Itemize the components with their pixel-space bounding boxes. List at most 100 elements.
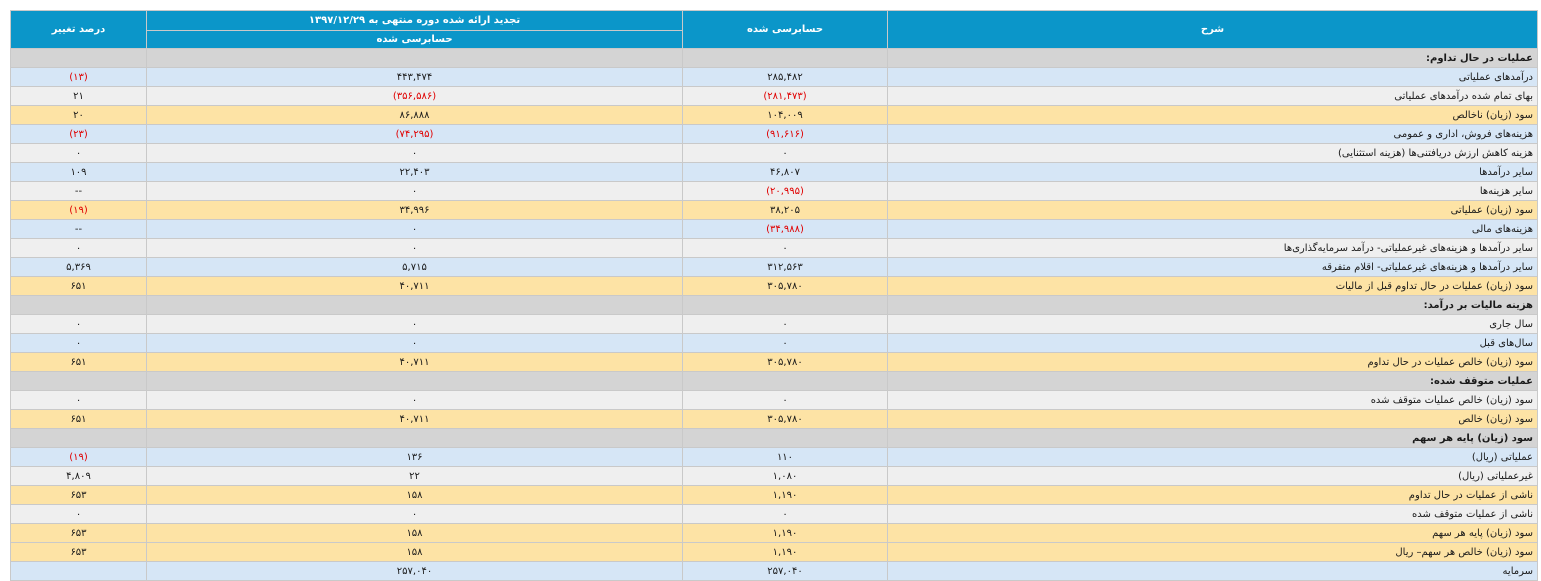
audited-value: ۰ <box>682 390 888 410</box>
change-percent-value: ۲۱ <box>10 86 147 106</box>
row-label: غیرعملیاتی (ریال) <box>887 466 1538 486</box>
audited-value: ۱,۱۹۰ <box>682 542 888 562</box>
row-label: سال جاری <box>887 314 1538 334</box>
section-empty-cell <box>682 48 888 68</box>
change-percent-value <box>10 561 147 581</box>
change-percent-value: ۶۵۱ <box>10 276 147 296</box>
section-empty-cell <box>682 295 888 315</box>
row-label: سایر درآمدها و هزینه‌های غیرعملیاتی- اقل… <box>887 257 1538 277</box>
audited-value: (۹۱,۶۱۶) <box>682 124 888 144</box>
change-percent-value: ۰ <box>10 504 147 524</box>
section-empty-cell <box>10 48 147 68</box>
restated-value: ۲۵۷,۰۴۰ <box>146 561 683 581</box>
income-statement-table: شرح حسابرسی شده تجدید ارائه شده دوره منت… <box>10 10 1538 581</box>
header-restated: تجدید ارائه شده دوره منتهی به ۱۳۹۷/۱۲/۲۹ <box>146 10 683 31</box>
section-empty-cell <box>10 371 147 391</box>
row-label: بهای تمام شده درآمدهای عملیاتی <box>887 86 1538 106</box>
change-percent-value: ۰ <box>10 390 147 410</box>
audited-value: ۴۶,۸۰۷ <box>682 162 888 182</box>
section-header-row: هزینه مالیات بر درآمد: <box>10 295 1538 315</box>
table-row: سرمایه ۲۵۷,۰۴۰ ۲۵۷,۰۴۰ <box>10 561 1538 581</box>
section-empty-cell <box>10 428 147 448</box>
header-subrow: حسابرسی شده <box>11 30 1538 49</box>
audited-value: ۰ <box>682 143 888 163</box>
table-row: سایر درآمدها و هزینه‌های غیرعملیاتی- درآ… <box>10 238 1538 258</box>
table-row: سال‌های قبل ۰ ۰ ۰ <box>10 333 1538 353</box>
audited-value: (۳۴,۹۸۸) <box>682 219 888 239</box>
row-label: سود (زیان) پایه هر سهم <box>887 523 1538 543</box>
audited-value: ۰ <box>682 333 888 353</box>
table-row: ناشی از عملیات در حال تداوم ۱,۱۹۰ ۱۵۸ ۶۵۳ <box>10 485 1538 505</box>
change-percent-value: ۱۰۹ <box>10 162 147 182</box>
change-percent-value: (۱۹) <box>10 447 147 467</box>
row-label: هزینه کاهش ارزش دریافتنی‌ها (هزینه استثن… <box>887 143 1538 163</box>
change-percent-value: (۱۹) <box>10 200 147 220</box>
row-label: هزینه‌های مالی <box>887 219 1538 239</box>
header-audited: حسابرسی شده <box>682 10 888 49</box>
change-percent-value: -- <box>10 181 147 201</box>
audited-value: ۱,۱۹۰ <box>682 523 888 543</box>
row-label: هزینه‌های فروش، اداری و عمومی <box>887 124 1538 144</box>
header-description: شرح <box>887 10 1538 49</box>
row-label: سود (زیان) عملیاتی <box>887 200 1538 220</box>
header-change-percent: درصد تغییر <box>10 10 147 49</box>
restated-value: ۱۵۸ <box>146 485 683 505</box>
table-row: سود (زیان) خالص عملیات متوقف شده ۰ ۰ ۰ <box>10 390 1538 410</box>
section-title: عملیات در حال تداوم: <box>887 48 1538 68</box>
table-row: درآمدهای عملیاتی ۲۸۵,۴۸۲ ۴۴۳,۴۷۴ (۱۳) <box>10 67 1538 87</box>
change-percent-value: ۰ <box>10 238 147 258</box>
change-percent-value: ۰ <box>10 333 147 353</box>
audited-value: ۳۰۵,۷۸۰ <box>682 409 888 429</box>
restated-value: ۰ <box>146 390 683 410</box>
table-row: سود (زیان) ناخالص ۱۰۴,۰۰۹ ۸۶,۸۸۸ ۲۰ <box>10 105 1538 125</box>
row-label: سود (زیان) خالص عملیات در حال تداوم <box>887 352 1538 372</box>
section-empty-cell <box>682 428 888 448</box>
table-row: سال جاری ۰ ۰ ۰ <box>10 314 1538 334</box>
audited-value: (۲۸۱,۴۷۳) <box>682 86 888 106</box>
header-row: شرح حسابرسی شده تجدید ارائه شده دوره منت… <box>10 10 1538 49</box>
restated-value: (۳۵۶,۵۸۶) <box>146 86 683 106</box>
audited-value: ۳۸,۲۰۵ <box>682 200 888 220</box>
restated-value: ۰ <box>146 333 683 353</box>
row-label: سود (زیان) عملیات در حال تداوم قبل از ما… <box>887 276 1538 296</box>
section-header-row: عملیات در حال تداوم: <box>10 48 1538 68</box>
table-row: هزینه‌های فروش، اداری و عمومی (۹۱,۶۱۶) (۷۴… <box>10 124 1538 144</box>
row-label: سال‌های قبل <box>887 333 1538 353</box>
row-label: سود (زیان) خالص هر سهم– ریال <box>887 542 1538 562</box>
table-row: ناشی از عملیات متوقف شده ۰ ۰ ۰ <box>10 504 1538 524</box>
change-percent-value: ۵,۳۶۹ <box>10 257 147 277</box>
section-empty-cell <box>146 428 683 448</box>
table-row: سایر درآمدها و هزینه‌های غیرعملیاتی- اقل… <box>10 257 1538 277</box>
table-row: غیرعملیاتی (ریال) ۱,۰۸۰ ۲۲ ۴,۸۰۹ <box>10 466 1538 486</box>
table-row: هزینه کاهش ارزش دریافتنی‌ها (هزینه استثن… <box>10 143 1538 163</box>
section-title: عملیات متوقف شده: <box>887 371 1538 391</box>
audited-value: ۱۰۴,۰۰۹ <box>682 105 888 125</box>
change-percent-value: ۰ <box>10 314 147 334</box>
restated-value: ۱۵۸ <box>146 542 683 562</box>
restated-value: ۲۲,۴۰۳ <box>146 162 683 182</box>
restated-value: ۴۰,۷۱۱ <box>146 276 683 296</box>
change-percent-value: ۰ <box>10 143 147 163</box>
restated-value: ۴۰,۷۱۱ <box>146 352 683 372</box>
change-percent-value: ۶۵۱ <box>10 352 147 372</box>
section-empty-cell <box>146 371 683 391</box>
change-percent-value: ۶۵۱ <box>10 409 147 429</box>
restated-value: ۰ <box>146 314 683 334</box>
table-row: سود (زیان) عملیاتی ۳۸,۲۰۵ ۳۴,۹۹۶ (۱۹) <box>10 200 1538 220</box>
audited-value: ۲۸۵,۴۸۲ <box>682 67 888 87</box>
table-row: سایر درآمدها ۴۶,۸۰۷ ۲۲,۴۰۳ ۱۰۹ <box>10 162 1538 182</box>
restated-value: ۱۳۶ <box>146 447 683 467</box>
table-row: سود (زیان) پایه هر سهم ۱,۱۹۰ ۱۵۸ ۶۵۳ <box>10 523 1538 543</box>
restated-value: ۰ <box>146 504 683 524</box>
table-row: هزینه‌های مالی (۳۴,۹۸۸) ۰ -- <box>10 219 1538 239</box>
restated-value: ۳۴,۹۹۶ <box>146 200 683 220</box>
section-title: سود (زیان) پایه هر سهم <box>887 428 1538 448</box>
row-label: سود (زیان) خالص عملیات متوقف شده <box>887 390 1538 410</box>
table-row: عملیاتی (ریال) ۱۱۰ ۱۳۶ (۱۹) <box>10 447 1538 467</box>
row-label: سرمایه <box>887 561 1538 581</box>
statement-body: عملیات در حال تداوم: درآمدهای عملیاتی ۲۸۵,… <box>10 48 1538 581</box>
table-row: سود (زیان) خالص هر سهم– ریال ۱,۱۹۰ ۱۵۸ ۶۵۳ <box>10 542 1538 562</box>
table-row: سود (زیان) خالص عملیات در حال تداوم ۳۰۵,۷… <box>10 352 1538 372</box>
audited-value: (۲۰,۹۹۵) <box>682 181 888 201</box>
row-label: عملیاتی (ریال) <box>887 447 1538 467</box>
